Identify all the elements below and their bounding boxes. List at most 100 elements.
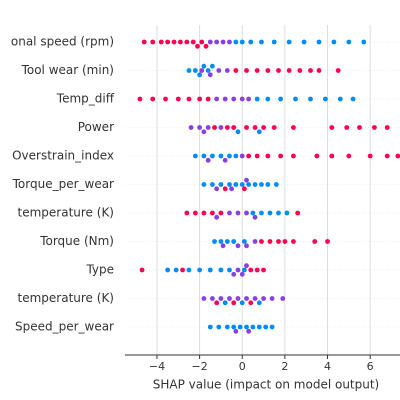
dot [265, 153, 271, 159]
dot [291, 125, 296, 130]
dot [165, 39, 171, 45]
dot [224, 68, 230, 73]
feature-label: Torque_per_wear [12, 177, 114, 191]
dot [205, 68, 211, 73]
dot [186, 267, 192, 273]
dot [286, 39, 292, 45]
dot [210, 210, 215, 216]
dot [250, 324, 256, 330]
dot [165, 267, 171, 273]
dot [203, 43, 209, 49]
dot [265, 182, 271, 187]
dot [248, 267, 254, 273]
dot [295, 210, 301, 216]
dot [235, 296, 241, 301]
dot [218, 296, 224, 301]
dot [265, 68, 271, 73]
dot [216, 324, 222, 330]
x-tick-label: −2 [192, 360, 208, 373]
dot [395, 153, 400, 159]
dot [227, 39, 232, 45]
dot [214, 39, 220, 45]
dot [239, 182, 245, 187]
dot [237, 324, 243, 330]
dot [201, 129, 207, 135]
dot [384, 153, 390, 159]
dot [261, 296, 266, 301]
dot [222, 157, 228, 163]
dot [248, 300, 254, 306]
dot [205, 96, 211, 102]
dot [239, 300, 245, 306]
dot [201, 153, 207, 159]
dot [254, 267, 260, 273]
dot [246, 153, 252, 159]
dot [205, 157, 211, 163]
dot [239, 96, 245, 102]
dot [137, 96, 143, 102]
dot [239, 39, 245, 45]
dot [357, 125, 362, 130]
dot [199, 39, 205, 45]
dot [184, 39, 190, 45]
dot [235, 243, 241, 249]
dot [291, 239, 296, 244]
dot [308, 96, 313, 102]
dot [216, 68, 222, 73]
dot [212, 239, 217, 244]
dot [197, 72, 203, 78]
dot [192, 153, 198, 159]
dot [175, 96, 181, 102]
dot [329, 125, 335, 130]
dot [254, 68, 260, 73]
dot [361, 39, 367, 45]
dot [276, 210, 281, 216]
dot [252, 239, 258, 244]
dot [190, 39, 196, 45]
dot [224, 125, 230, 130]
dot [184, 210, 190, 216]
dot [233, 68, 239, 73]
dot [233, 39, 239, 45]
dot [233, 153, 239, 159]
dot [256, 129, 262, 135]
dot [229, 186, 234, 192]
dot [231, 239, 237, 244]
dot [256, 324, 262, 330]
dot [308, 68, 313, 73]
dot [201, 63, 207, 69]
dot [227, 296, 232, 301]
dot [331, 39, 337, 45]
dot [384, 125, 390, 130]
dot [271, 39, 277, 45]
x-tick-label: 6 [367, 360, 374, 373]
dot [254, 96, 260, 102]
dot [241, 267, 247, 273]
dot [291, 153, 296, 159]
dot [227, 210, 232, 216]
dot [231, 271, 237, 277]
dot [346, 153, 352, 159]
dot [244, 324, 249, 330]
dot [261, 267, 266, 273]
dot [231, 96, 237, 102]
dot [271, 125, 277, 130]
dot [254, 153, 260, 159]
dot [244, 68, 249, 73]
dot [197, 267, 203, 273]
dot [231, 324, 237, 330]
dot [186, 68, 192, 73]
dot [335, 68, 341, 73]
dot [244, 177, 249, 183]
dot [259, 210, 264, 216]
dot [284, 210, 290, 216]
dot [246, 328, 252, 334]
dot [207, 39, 213, 45]
dot [218, 267, 224, 273]
dot [178, 39, 183, 45]
dot [252, 182, 258, 187]
dot [239, 271, 245, 277]
dot [150, 39, 156, 45]
dot [248, 39, 254, 45]
